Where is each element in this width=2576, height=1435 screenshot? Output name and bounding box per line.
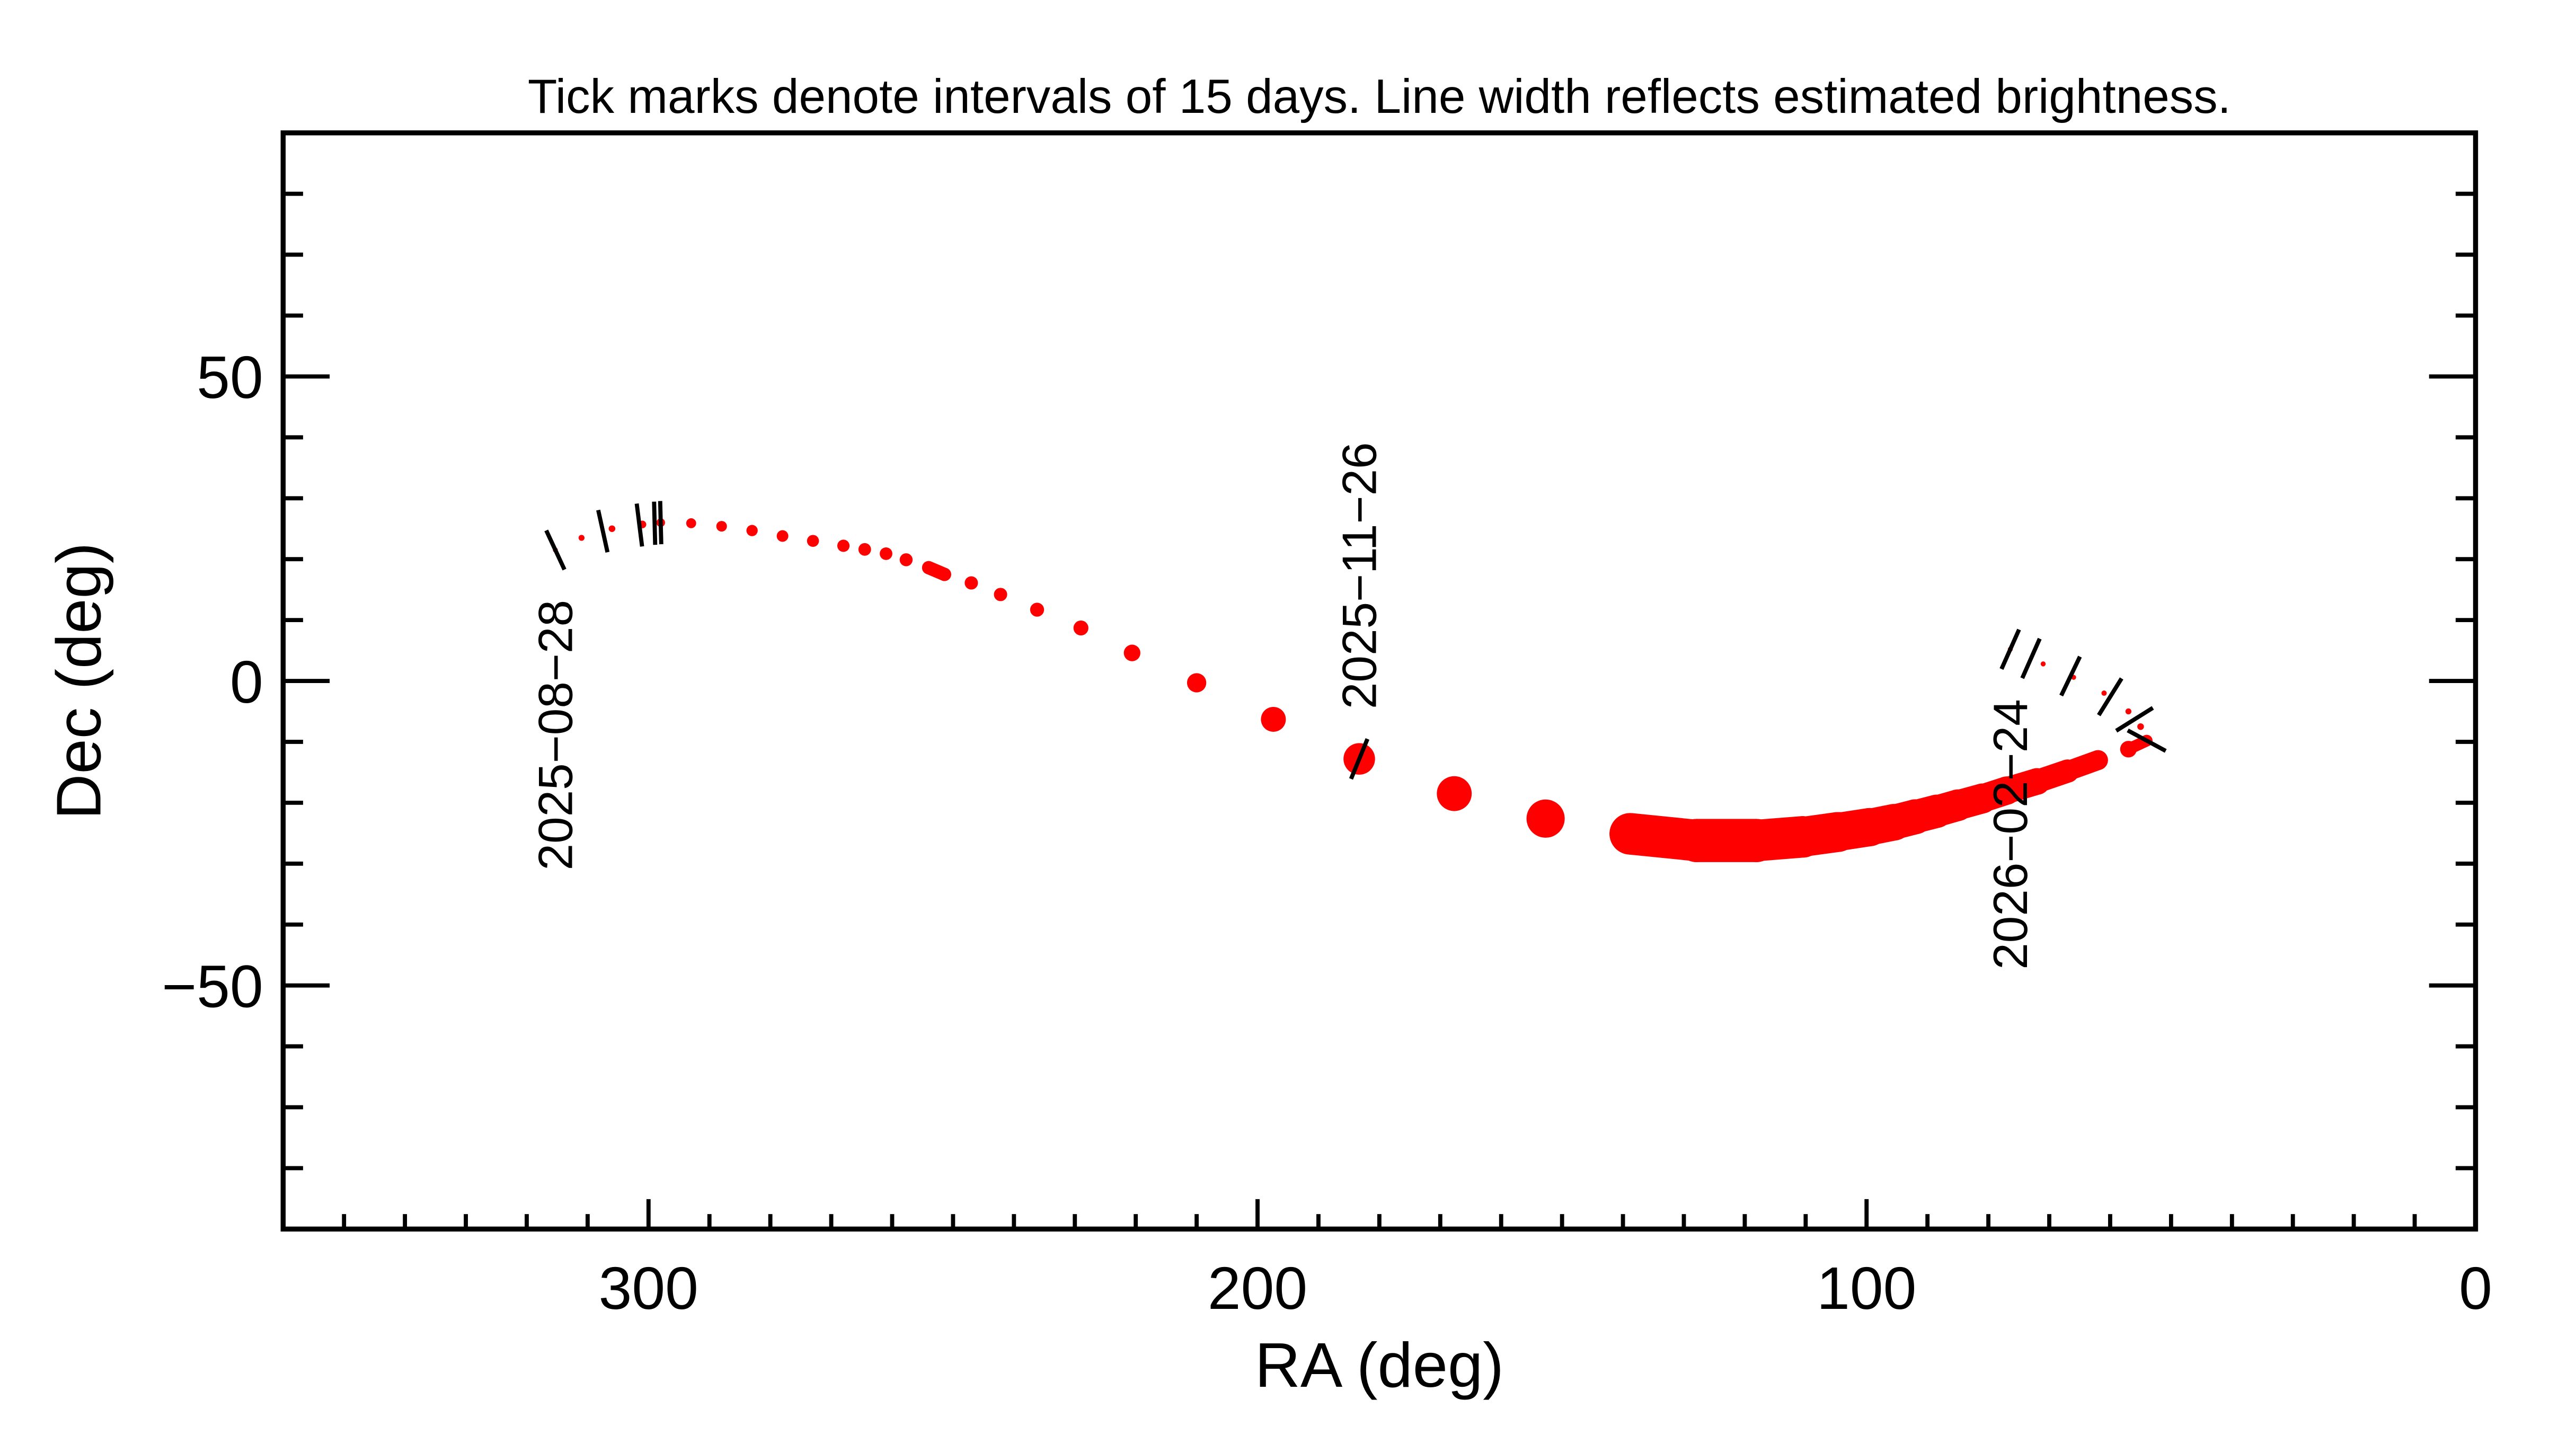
x-tick-label: 300 — [599, 1255, 698, 1322]
track-point — [1782, 816, 1823, 858]
date-tick-mark — [596, 509, 610, 553]
track-point — [964, 576, 978, 590]
date-ticks — [544, 501, 2167, 780]
track-point — [2125, 708, 2132, 715]
track-point — [1675, 819, 1719, 862]
axes: 300 200 100 0 50 0 −50 — [162, 191, 2492, 1322]
track-point — [1073, 620, 1088, 636]
track-point — [578, 535, 585, 541]
y-axis-label: Dec (deg) — [44, 543, 114, 820]
track-point — [716, 521, 727, 532]
track-point — [858, 543, 871, 556]
track-point — [2040, 661, 2046, 667]
date-tick-mark — [2097, 677, 2123, 716]
track-point — [1818, 812, 1858, 852]
track-point — [880, 547, 892, 560]
date-labels: 2025−08−28 2025−11−26 2026−02−24 — [529, 442, 2038, 969]
date-tick-mark — [1349, 738, 1370, 780]
track-point — [776, 530, 789, 542]
date-tick-mark — [544, 529, 566, 571]
track-point — [1992, 776, 2021, 805]
date-label: 2026−02−24 — [1984, 699, 2038, 969]
track-point — [837, 539, 850, 552]
date-tick-mark — [2059, 656, 2082, 697]
date-tick-mark — [2020, 637, 2042, 679]
date-tick-mark — [2115, 706, 2154, 733]
track-point — [1967, 783, 1997, 814]
track-point — [2088, 750, 2108, 770]
track-point — [994, 588, 1007, 601]
track-point — [1187, 673, 1207, 693]
y-tick-label: 0 — [230, 649, 263, 715]
track-point — [1734, 819, 1778, 862]
track-point — [608, 525, 616, 533]
track-point — [1609, 813, 1651, 855]
track-point — [2101, 690, 2107, 696]
x-tick-label: 100 — [1817, 1255, 1916, 1322]
chart-title: Tick marks denote intervals of 15 days. … — [528, 70, 2231, 123]
x-tick-label: 0 — [2459, 1255, 2492, 1322]
track-point — [1261, 706, 1286, 732]
track-point — [1526, 799, 1565, 838]
y-tick-label: −50 — [162, 953, 263, 1020]
date-label: 2025−08−28 — [529, 600, 582, 870]
track-point — [899, 553, 913, 566]
x-tick-label: 200 — [1208, 1255, 1307, 1322]
track-point — [937, 568, 951, 581]
track-point — [1437, 776, 1472, 811]
track-point — [1030, 603, 1044, 617]
track-point — [686, 518, 696, 528]
track-point — [922, 561, 935, 574]
date-tick-mark — [1999, 628, 2021, 670]
date-tick-mark — [658, 501, 663, 545]
date-label: 2025−11−26 — [1333, 442, 1386, 709]
track-point — [807, 535, 819, 547]
track-point — [1123, 644, 1140, 661]
track — [553, 518, 2153, 862]
track-point — [746, 525, 758, 536]
track-point — [2023, 768, 2051, 795]
date-tick-mark — [652, 501, 658, 545]
track-point — [2056, 759, 2079, 783]
date-tick-mark — [2127, 728, 2167, 753]
date-tick-mark — [634, 503, 644, 547]
track-point — [2137, 723, 2144, 730]
track-point — [2120, 741, 2137, 758]
track-point — [1942, 789, 1974, 821]
x-axis-label: RA (deg) — [1255, 1330, 1504, 1401]
y-tick-label: 50 — [197, 344, 263, 411]
